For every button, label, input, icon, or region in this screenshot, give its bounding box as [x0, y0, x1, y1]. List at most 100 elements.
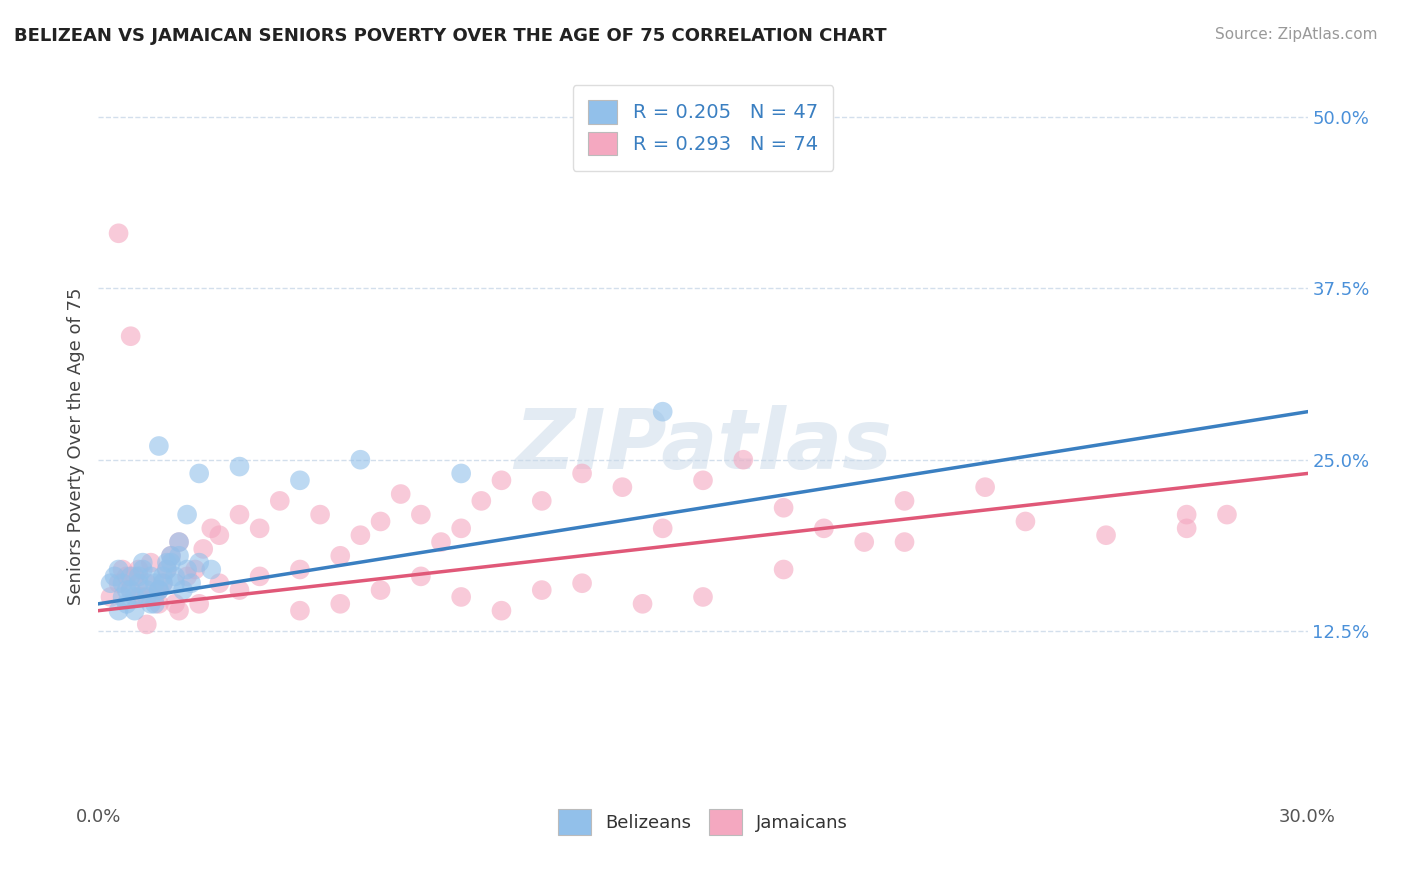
Point: [193, 541, 215, 556]
Point: [176, 562, 198, 576]
Point: [470, 494, 492, 508]
Point: [172, 583, 194, 598]
Point: [152, 576, 174, 591]
Point: [132, 590, 155, 604]
Point: [1014, 515, 1036, 529]
Point: [120, 583, 142, 598]
Point: [167, 549, 190, 563]
Point: [450, 590, 472, 604]
Point: [813, 521, 835, 535]
Point: [370, 583, 392, 598]
Point: [143, 590, 166, 604]
Text: BELIZEAN VS JAMAICAN SENIORS POVERTY OVER THE AGE OF 75 CORRELATION CHART: BELIZEAN VS JAMAICAN SENIORS POVERTY OVE…: [14, 27, 887, 45]
Text: Source: ZipAtlas.com: Source: ZipAtlas.com: [1215, 27, 1378, 42]
Point: [135, 583, 157, 598]
Point: [156, 562, 179, 576]
Point: [111, 590, 134, 604]
Point: [349, 452, 371, 467]
Point: [135, 576, 157, 591]
Point: [115, 569, 138, 583]
Point: [288, 604, 311, 618]
Point: [111, 562, 134, 576]
Point: [124, 569, 146, 583]
Point: [148, 439, 170, 453]
Point: [132, 562, 155, 576]
Point: [128, 569, 150, 583]
Point: [571, 467, 593, 481]
Legend: Belizeans, Jamaicans: Belizeans, Jamaicans: [550, 800, 856, 844]
Point: [156, 562, 179, 576]
Point: [208, 576, 231, 591]
Point: [107, 576, 129, 591]
Point: [184, 562, 207, 576]
Point: [156, 556, 179, 570]
Point: [163, 576, 186, 591]
Point: [148, 583, 170, 598]
Point: [893, 535, 915, 549]
Point: [772, 500, 794, 515]
Point: [128, 562, 150, 576]
Point: [288, 473, 311, 487]
Text: ZIPatlas: ZIPatlas: [515, 406, 891, 486]
Point: [163, 597, 186, 611]
Point: [349, 528, 371, 542]
Point: [124, 604, 146, 618]
Point: [100, 590, 122, 604]
Point: [163, 569, 186, 583]
Point: [329, 597, 352, 611]
Point: [143, 576, 166, 591]
Point: [228, 508, 250, 522]
Point: [249, 569, 271, 583]
Point: [132, 556, 155, 570]
Point: [152, 569, 174, 583]
Point: [167, 604, 190, 618]
Point: [100, 576, 122, 591]
Point: [692, 473, 714, 487]
Point: [450, 521, 472, 535]
Point: [893, 494, 915, 508]
Point: [160, 549, 183, 563]
Point: [103, 569, 125, 583]
Point: [288, 562, 311, 576]
Point: [120, 329, 142, 343]
Point: [120, 583, 142, 598]
Point: [329, 549, 352, 563]
Point: [530, 583, 553, 598]
Point: [974, 480, 997, 494]
Point: [160, 549, 183, 563]
Point: [167, 535, 190, 549]
Point: [152, 576, 174, 591]
Point: [631, 597, 654, 611]
Point: [115, 597, 138, 611]
Point: [571, 576, 593, 591]
Point: [167, 535, 190, 549]
Point: [148, 583, 170, 598]
Point: [853, 535, 876, 549]
Point: [148, 583, 170, 598]
Point: [111, 576, 134, 591]
Point: [651, 405, 673, 419]
Y-axis label: Seniors Poverty Over the Age of 75: Seniors Poverty Over the Age of 75: [66, 287, 84, 605]
Point: [200, 521, 222, 535]
Point: [491, 604, 513, 618]
Point: [128, 590, 150, 604]
Point: [200, 562, 222, 576]
Point: [228, 583, 250, 598]
Point: [692, 590, 714, 604]
Point: [1175, 521, 1198, 535]
Point: [249, 521, 271, 535]
Point: [309, 508, 332, 522]
Point: [115, 583, 138, 598]
Point: [772, 562, 794, 576]
Point: [128, 576, 150, 591]
Point: [208, 528, 231, 542]
Point: [148, 597, 170, 611]
Point: [269, 494, 291, 508]
Point: [389, 487, 412, 501]
Point: [228, 459, 250, 474]
Point: [139, 556, 162, 570]
Point: [1095, 528, 1118, 542]
Point: [530, 494, 553, 508]
Point: [160, 556, 183, 570]
Point: [107, 604, 129, 618]
